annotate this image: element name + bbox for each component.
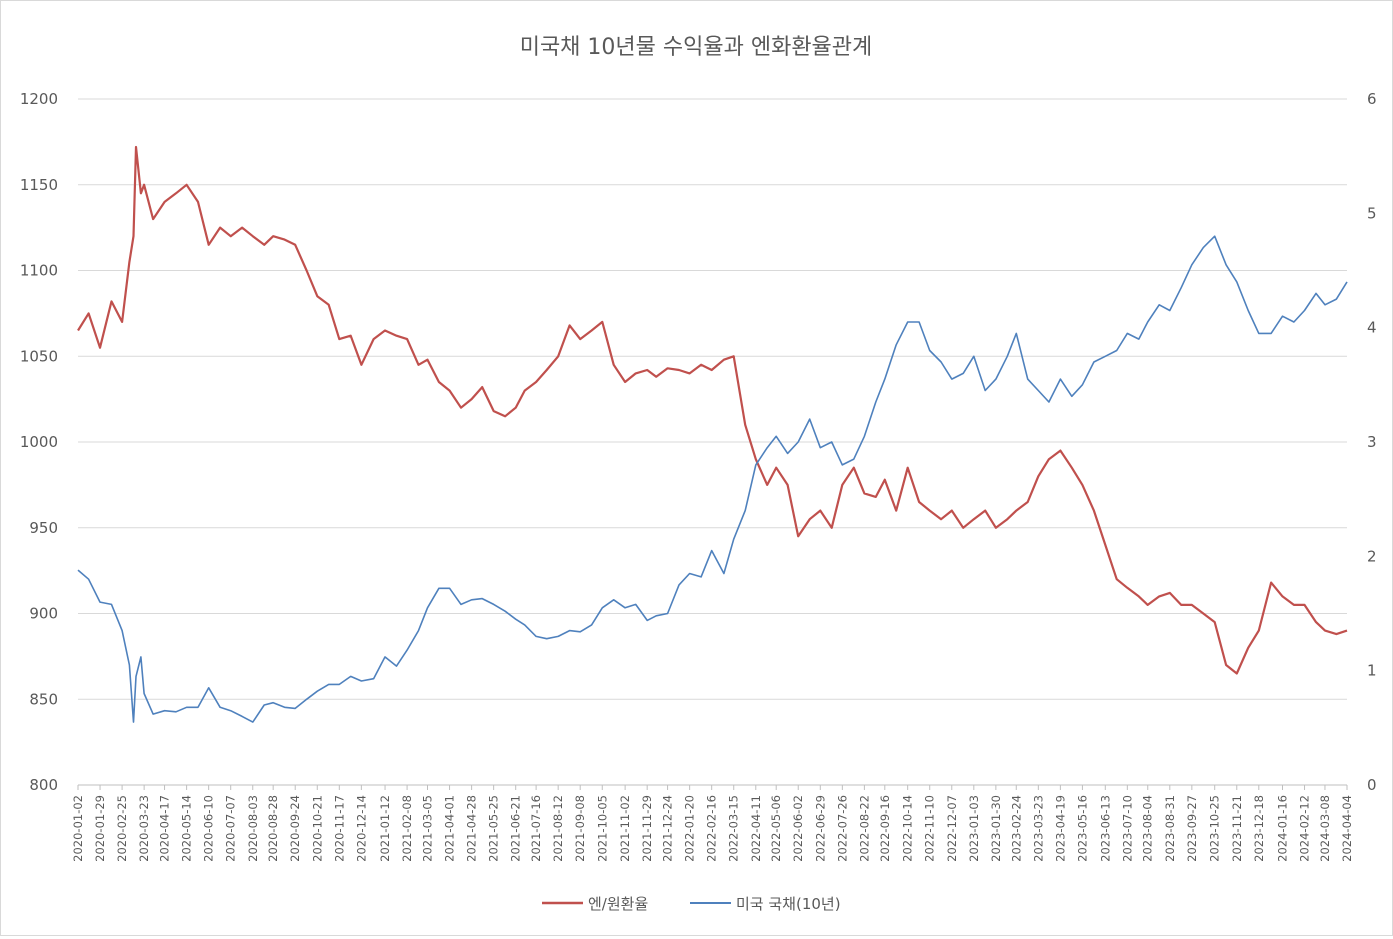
x-tick-label: 2021-04-28: [465, 795, 479, 862]
x-tick-label: 2020-08-28: [266, 795, 280, 862]
x-tick-label: 2023-09-27: [1185, 795, 1199, 862]
x-tick-label: 2022-11-10: [923, 795, 937, 862]
gridlines: [78, 98, 1347, 786]
x-tick-label: 2022-05-06: [769, 795, 783, 862]
x-tick-label: 2022-06-29: [813, 795, 827, 862]
x-tick-label: 2023-08-31: [1163, 795, 1177, 862]
x-tick-label: 2022-02-16: [705, 795, 719, 862]
x-axis: 2020-01-02 2020-01-29 2020-02-25 2020-03-23…: [71, 785, 1354, 862]
x-tick-label: 2022-12-07: [945, 795, 959, 862]
x-tick-label: 2023-02-24: [1009, 795, 1023, 862]
x-tick-label: 2023-01-03: [967, 795, 981, 862]
y-left-tick-label: 1150: [20, 176, 58, 194]
x-tick-label: 2023-05-16: [1075, 795, 1089, 862]
x-tick-label: 2023-01-30: [989, 795, 1003, 862]
x-tick-label: 2020-09-24: [288, 795, 302, 862]
x-tick-label: 2021-04-01: [443, 795, 457, 862]
x-tick-label: 2020-05-14: [180, 795, 194, 862]
x-tick-label: 2022-03-15: [727, 795, 741, 862]
x-tick-label: 2020-08-03: [246, 795, 260, 862]
x-tick-label: 2020-04-17: [158, 795, 172, 862]
y-right-tick-label: 6: [1367, 90, 1377, 108]
x-tick-label: 2021-12-24: [661, 795, 675, 862]
x-tick-label: 2020-11-17: [332, 795, 346, 862]
x-tick-label: 2022-08-22: [857, 795, 871, 862]
series-line-us-10y-yield: [77, 235, 1348, 723]
x-tick-label: 2020-02-25: [115, 795, 129, 862]
y-axis-right: 0 1 2 3 4 5 6: [1367, 90, 1377, 794]
x-tick-label: 2020-06-10: [202, 795, 216, 862]
x-tick-label: 2020-01-29: [93, 795, 107, 862]
x-tick-label: 2021-11-29: [640, 795, 654, 862]
x-tick-label: 2021-02-08: [400, 795, 414, 862]
y-left-tick-label: 800: [29, 776, 58, 794]
x-tick-label: 2023-07-10: [1120, 795, 1134, 862]
x-tick-label: 2021-08-12: [551, 795, 565, 862]
x-tick-label: 2021-01-12: [378, 795, 392, 862]
x-tick-label: 2023-10-25: [1208, 795, 1222, 862]
x-tick-label: 2023-06-13: [1098, 795, 1112, 862]
legend-label: 미국 국채(10년): [736, 895, 841, 913]
x-tick-label: 2022-09-16: [878, 795, 892, 862]
y-left-tick-label: 850: [29, 690, 58, 708]
y-left-tick-label: 900: [29, 605, 58, 623]
legend: 엔/원환율 미국 국채(10년): [542, 895, 841, 913]
x-tick-label: 2021-03-05: [421, 795, 435, 862]
x-tick-label: 2020-10-21: [310, 795, 324, 862]
y-left-tick-label: 1000: [20, 433, 58, 451]
series-line-jpy-krw: [77, 145, 1348, 675]
x-tick-label: 2022-07-26: [835, 795, 849, 862]
x-tick-label: 2020-03-23: [137, 795, 151, 862]
x-tick-label: 2024-01-16: [1275, 795, 1289, 862]
x-tick-label: 2022-10-14: [901, 795, 915, 862]
x-tick-label: 2021-10-05: [595, 795, 609, 862]
legend-label: 엔/원환율: [588, 895, 648, 913]
x-tick-label: 2023-03-23: [1031, 795, 1045, 862]
x-tick-label: 2022-01-20: [683, 795, 697, 862]
y-right-tick-label: 0: [1367, 776, 1377, 794]
x-tick-label: 2021-11-02: [618, 795, 632, 862]
x-tick-label: 2021-05-25: [487, 795, 501, 862]
x-tick-label: 2024-03-08: [1318, 795, 1332, 862]
y-left-tick-label: 950: [29, 519, 58, 537]
y-right-tick-label: 2: [1367, 547, 1377, 565]
x-tick-label: 2023-12-18: [1252, 795, 1266, 862]
y-axis-left: 800 850 900 950 1000 1050 1100 1150 1200: [20, 90, 58, 794]
y-left-tick-label: 1050: [20, 347, 58, 365]
y-right-tick-label: 5: [1367, 204, 1377, 222]
x-tick-label: 2021-07-16: [529, 795, 543, 862]
y-right-tick-label: 3: [1367, 433, 1377, 451]
x-tick-label: 2023-08-04: [1141, 795, 1155, 862]
x-tick-label: 2024-04-04: [1340, 795, 1354, 862]
x-tick-label: 2020-01-02: [71, 795, 85, 862]
x-tick-label: 2023-04-19: [1053, 795, 1067, 862]
x-tick-label: 2021-09-08: [573, 795, 587, 862]
series-lines: [77, 145, 1348, 723]
x-tick-label: 2020-07-07: [224, 795, 238, 862]
y-left-tick-label: 1200: [20, 90, 58, 108]
x-tick-label: 2022-06-02: [791, 795, 805, 862]
x-tick-label: 2022-04-11: [749, 795, 763, 862]
x-tick-label: 2023-11-21: [1230, 795, 1244, 862]
x-tick-label: 2021-06-21: [509, 795, 523, 862]
x-tick-label: 2024-02-12: [1298, 795, 1312, 862]
y-right-tick-label: 4: [1367, 319, 1377, 337]
x-tick-label: 2020-12-14: [354, 795, 368, 862]
y-left-tick-label: 1100: [20, 262, 58, 280]
y-right-tick-label: 1: [1367, 662, 1377, 680]
chart-title: 미국채 10년물 수익율과 엔화환율관계: [520, 35, 873, 60]
